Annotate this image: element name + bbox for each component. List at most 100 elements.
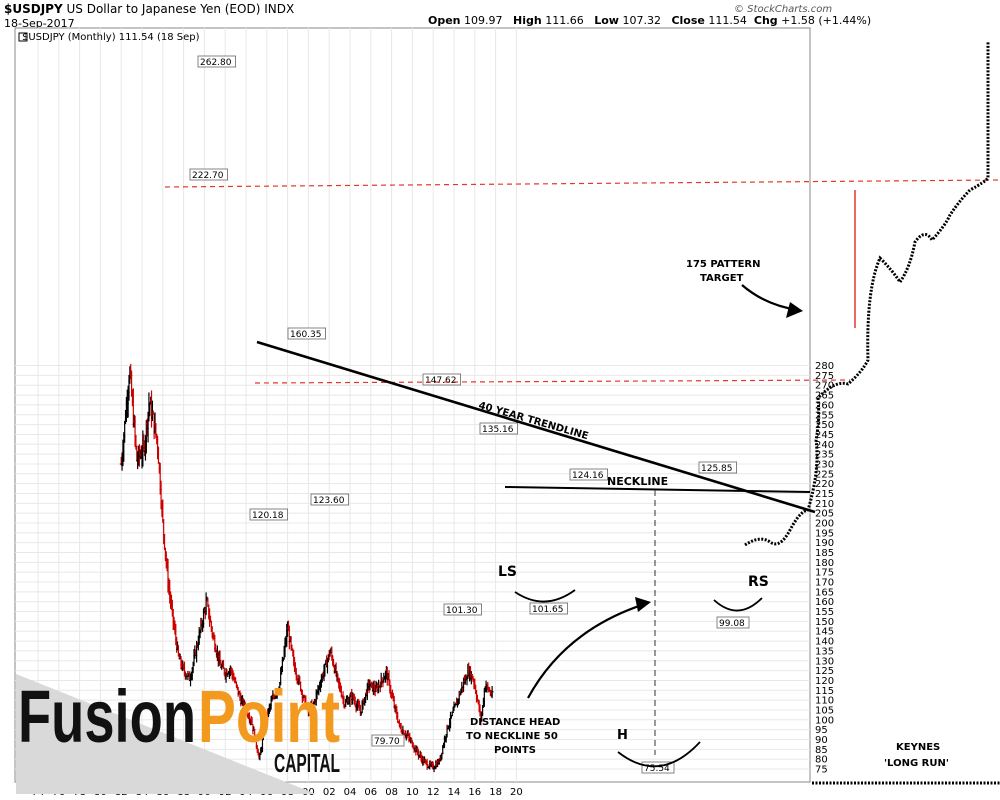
distance-arrow-head bbox=[635, 597, 651, 612]
dashed-line-middle bbox=[254, 379, 851, 384]
y-tick-label: 245 bbox=[815, 430, 834, 441]
keynes-label-1: KEYNES bbox=[896, 742, 940, 753]
rs-arc bbox=[713, 597, 763, 612]
price-label: 79.70 bbox=[374, 737, 400, 747]
chart-title: $USDJPY US Dollar to Japanese Yen (EOD) … bbox=[4, 2, 294, 16]
price-label: 262.80 bbox=[200, 58, 232, 68]
y-tick-label: 250 bbox=[815, 420, 834, 431]
y-tick-label: 135 bbox=[815, 646, 834, 657]
y-tick-label: 205 bbox=[815, 509, 834, 520]
symbol: $USDJPY bbox=[4, 2, 63, 16]
price-label: 125.85 bbox=[701, 464, 733, 474]
head-arc bbox=[617, 741, 701, 768]
x-tick-label: 02 bbox=[323, 787, 336, 798]
y-tick-label: 220 bbox=[815, 479, 834, 490]
ls-arc bbox=[514, 589, 576, 603]
distance-arrow-shaft bbox=[527, 602, 646, 699]
target-label-2: TARGET bbox=[700, 273, 744, 284]
y-tick-label: 150 bbox=[815, 617, 834, 628]
neckline-label: NECKLINE bbox=[607, 475, 668, 488]
x-tick-label: 06 bbox=[364, 787, 377, 798]
price-label-box bbox=[569, 468, 608, 481]
trendline bbox=[256, 340, 816, 514]
y-tick-label: 185 bbox=[815, 548, 834, 559]
y-tick-label: 165 bbox=[815, 587, 834, 598]
y-tick-label: 145 bbox=[815, 627, 834, 638]
price-label: 101.30 bbox=[446, 606, 478, 616]
y-axis: 7580859095100105110115120125130135140145… bbox=[815, 361, 834, 775]
logo-tag-capital: CAPITAL bbox=[274, 748, 340, 778]
instrument-name: US Dollar to Japanese Yen (EOD) bbox=[66, 2, 261, 16]
y-tick-label: 110 bbox=[815, 696, 834, 707]
price-label: 99.08 bbox=[719, 619, 745, 629]
y-tick-label: 215 bbox=[815, 489, 834, 500]
chart-legend: $USDJPY (Monthly) 111.54 (18 Sep) bbox=[22, 32, 200, 43]
price-label-box bbox=[698, 461, 737, 474]
head-label: H bbox=[617, 728, 628, 743]
price-label: 75.54 bbox=[644, 764, 670, 774]
distance-label-3: POINTS bbox=[494, 745, 536, 756]
change-value: +1.58 (+1.44%) bbox=[781, 14, 872, 27]
y-tick-label: 155 bbox=[815, 607, 834, 618]
y-tick-label: 255 bbox=[815, 410, 834, 421]
price-label: 135.16 bbox=[482, 425, 514, 435]
legend-swatch bbox=[18, 32, 28, 42]
logo-word-fusion: Fusion bbox=[18, 675, 196, 758]
y-tick-label: 90 bbox=[815, 735, 828, 746]
y-tick-label: 180 bbox=[815, 558, 834, 569]
low-value: 107.32 bbox=[622, 14, 661, 27]
y-tick-label: 115 bbox=[815, 686, 834, 697]
price-bars bbox=[119, 363, 494, 773]
price-label: 123.60 bbox=[313, 496, 345, 506]
y-tick-label: 175 bbox=[815, 568, 834, 579]
open-value: 109.97 bbox=[464, 14, 503, 27]
target-arrow-head bbox=[786, 302, 803, 318]
price-label: 124.16 bbox=[572, 471, 604, 481]
y-tick-label: 230 bbox=[815, 459, 834, 470]
dashed-line-upper bbox=[164, 179, 1000, 188]
y-tick-label: 95 bbox=[815, 725, 828, 736]
y-tick-label: 80 bbox=[815, 755, 828, 766]
y-tick-label: 200 bbox=[815, 519, 834, 530]
logo-triangle bbox=[16, 674, 316, 794]
y-tick-label: 120 bbox=[815, 676, 834, 687]
x-tick-label: 14 bbox=[448, 787, 461, 798]
y-tick-label: 235 bbox=[815, 450, 834, 461]
y-tick-label: 275 bbox=[815, 371, 834, 382]
rs-label: RS bbox=[748, 574, 769, 590]
neckline bbox=[504, 486, 811, 493]
price-label-box bbox=[529, 602, 568, 615]
price-label: 222.70 bbox=[192, 171, 224, 181]
x-tick-label: 16 bbox=[468, 787, 481, 798]
high-value: 111.66 bbox=[545, 14, 584, 27]
price-label-box bbox=[189, 168, 228, 181]
y-tick-label: 240 bbox=[815, 440, 834, 451]
y-tick-label: 85 bbox=[815, 745, 828, 756]
y-tick-label: 130 bbox=[815, 656, 834, 667]
price-label-box bbox=[716, 616, 750, 629]
distance-label-2: TO NECKLINE 50 bbox=[466, 731, 558, 742]
price-label-box bbox=[249, 508, 288, 521]
y-tick-label: 195 bbox=[815, 528, 834, 539]
exchange: INDX bbox=[264, 2, 295, 16]
x-tick-label: 20 bbox=[510, 787, 523, 798]
distance-label-1: DISTANCE HEAD bbox=[470, 717, 560, 728]
x-tick-label: 08 bbox=[385, 787, 398, 798]
logo-word-point: Point bbox=[198, 675, 340, 758]
y-tick-label: 280 bbox=[815, 361, 834, 372]
price-label-box bbox=[310, 493, 349, 506]
target-label-1: 175 PATTERN bbox=[686, 259, 761, 270]
y-tick-label: 225 bbox=[815, 469, 834, 480]
y-tick-label: 260 bbox=[815, 400, 834, 411]
y-tick-label: 125 bbox=[815, 666, 834, 677]
watermark: © StockCharts.com bbox=[734, 4, 833, 15]
keynes-label-2: 'LONG RUN' bbox=[884, 758, 949, 769]
price-label: 160.35 bbox=[290, 330, 322, 340]
y-tick-label: 160 bbox=[815, 597, 834, 608]
x-tick-label: 10 bbox=[406, 787, 419, 798]
ls-label: LS bbox=[498, 564, 517, 580]
x-tick-label: 18 bbox=[489, 787, 502, 798]
price-label-box bbox=[371, 734, 405, 747]
price-label-box bbox=[443, 603, 482, 616]
y-tick-label: 140 bbox=[815, 637, 834, 648]
